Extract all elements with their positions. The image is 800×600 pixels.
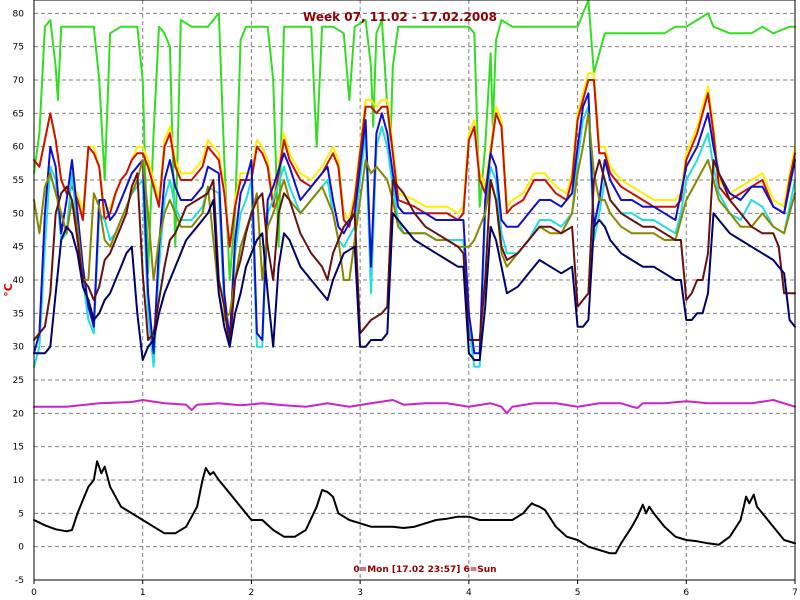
series-line-9 (33, 399, 796, 415)
x-tick-label: 5 (575, 588, 581, 598)
y-tick-label: 55 (13, 176, 24, 186)
x-tick-label: 2 (249, 588, 255, 598)
y-tick-label: 35 (13, 309, 24, 319)
x-tick-label: 3 (357, 588, 363, 598)
y-tick-label: 20 (13, 409, 25, 419)
x-tick-label: 7 (792, 588, 798, 598)
y-tick-label: 10 (13, 476, 25, 486)
series-line-5 (33, 92, 796, 355)
x-axis-label: 0=Mon [17.02 23:57] 6=Sun (353, 565, 496, 575)
series-line-8 (33, 199, 796, 361)
series-line-1 (33, 0, 796, 281)
y-tick-label: 15 (13, 443, 24, 453)
plot-frame (33, 0, 796, 581)
y-tick-label: 80 (13, 9, 25, 19)
series-line-7 (33, 159, 796, 348)
y-tick-label: 65 (13, 109, 24, 119)
y-tick-label: 5 (18, 509, 24, 519)
y-tick-label: -5 (15, 576, 24, 586)
series-line-10 (33, 460, 796, 555)
x-tick-label: 6 (683, 588, 689, 598)
y-tick-label: 45 (13, 243, 24, 253)
x-tick-label: 0 (31, 588, 37, 598)
chart-title: Week 07, 11.02 - 17.02.2008 (303, 10, 497, 24)
y-tick-label: 25 (13, 376, 24, 386)
y-tick-label: 70 (13, 76, 25, 86)
gridlines (34, 0, 795, 581)
y-tick-label: 0 (18, 543, 24, 553)
x-tick-label: 4 (466, 588, 472, 598)
y-tick-label: 75 (13, 43, 24, 53)
y-tick-label: 60 (13, 143, 25, 153)
y-tick-label: 40 (13, 276, 25, 286)
y-tick-label: 30 (13, 343, 25, 353)
y-tick-label: 50 (13, 209, 25, 219)
series-lines (33, 0, 796, 555)
y-axis-label: °C (2, 283, 15, 297)
series-line-3 (33, 79, 796, 248)
x-tick-label: 1 (140, 588, 146, 598)
